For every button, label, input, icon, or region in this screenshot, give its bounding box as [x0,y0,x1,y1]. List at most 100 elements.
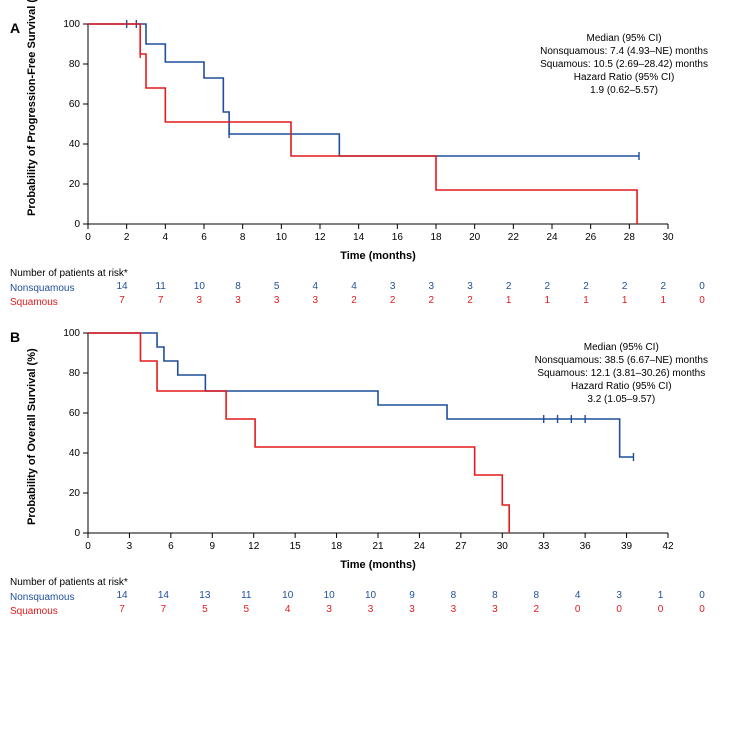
risk-cell: 5 [267,281,287,292]
svg-text:6: 6 [168,541,174,552]
svg-text:100: 100 [63,20,80,30]
svg-text:12: 12 [248,541,260,552]
risk-cell: 0 [692,295,712,306]
svg-text:18: 18 [430,232,442,243]
risk-cell: 8 [485,590,505,601]
risk-cell: 1 [653,295,673,306]
risk-cell: 1 [651,590,671,601]
svg-text:15: 15 [290,541,302,552]
svg-text:16: 16 [392,232,404,243]
svg-text:27: 27 [455,541,467,552]
risk-cell: 3 [383,281,403,292]
risk-cell: 1 [499,295,519,306]
risk-cell: 4 [305,281,325,292]
svg-text:3: 3 [127,541,133,552]
risk-cell: 7 [112,295,132,306]
svg-text:14: 14 [353,232,365,243]
stat-block: Median (95% CI) Nonsquamous: 7.4 (4.93–N… [540,32,708,97]
y-axis-label: Probability of Overall Survival (%) [26,348,38,525]
svg-text:21: 21 [372,541,384,552]
risk-cell: 14 [153,590,173,601]
svg-text:39: 39 [621,541,633,552]
svg-text:6: 6 [201,232,207,243]
risk-cell: 0 [609,604,629,615]
risk-cell: 4 [568,590,588,601]
risk-cell: 2 [499,281,519,292]
risk-label: Nonsquamous [10,592,92,603]
hr-value: 1.9 (0.62–5.57) [540,84,708,97]
svg-text:30: 30 [662,232,674,243]
svg-text:100: 100 [63,329,80,339]
stat-nonsquamous: Nonsquamous: 38.5 (6.67–NE) months [535,354,708,367]
stat-nonsquamous: Nonsquamous: 7.4 (4.93–NE) months [540,45,708,58]
risk-cell: 8 [443,590,463,601]
series-squamous [88,333,509,533]
svg-text:28: 28 [624,232,636,243]
svg-text:24: 24 [546,232,558,243]
svg-text:60: 60 [69,99,81,110]
svg-text:60: 60 [69,408,81,419]
hr-value: 3.2 (1.05–9.57) [535,393,708,406]
risk-cell: 10 [319,590,339,601]
svg-text:0: 0 [74,219,80,230]
svg-text:20: 20 [69,488,81,499]
svg-text:0: 0 [85,541,91,552]
risk-cell: 3 [361,604,381,615]
stat-squamous: Squamous: 12.1 (3.81–30.26) months [535,367,708,380]
risk-cell: 1 [615,295,635,306]
risk-cell: 13 [195,590,215,601]
risk-cell: 14 [112,590,132,601]
svg-text:24: 24 [414,541,426,552]
risk-cell: 4 [278,604,298,615]
risk-cell: 7 [151,295,171,306]
svg-text:0: 0 [74,528,80,539]
risk-row-nonsquamous: Nonsquamous 1414131110101098884310 [10,590,728,604]
risk-cell: 10 [189,281,209,292]
risk-cell: 9 [402,590,422,601]
svg-text:12: 12 [314,232,326,243]
risk-label: Nonsquamous [10,283,92,294]
risk-title: Number of patients at risk* [10,577,728,588]
risk-cell: 1 [576,295,596,306]
risk-cell: 2 [460,295,480,306]
risk-cell: 2 [615,281,635,292]
risk-cell: 0 [568,604,588,615]
median-title: Median (95% CI) [540,32,708,45]
risk-row-nonsquamous: Nonsquamous 1411108544333222220 [10,281,728,295]
risk-cell: 3 [228,295,248,306]
panel-A: A Probability of Progression-Free Surviv… [10,20,728,309]
risk-label: Squamous [10,606,92,617]
risk-cell: 7 [112,604,132,615]
svg-text:33: 33 [538,541,550,552]
risk-cell: 2 [526,604,546,615]
risk-cell: 3 [402,604,422,615]
stat-squamous: Squamous: 10.5 (2.69–28.42) months [540,58,708,71]
risk-cell: 3 [609,590,629,601]
risk-cell: 3 [267,295,287,306]
median-title: Median (95% CI) [535,341,708,354]
risk-cell: 8 [228,281,248,292]
risk-cell: 3 [305,295,325,306]
risk-label: Squamous [10,297,92,308]
svg-text:80: 80 [69,368,81,379]
risk-cell: 0 [651,604,671,615]
x-axis-label: Time (months) [88,250,668,262]
risk-cell: 11 [236,590,256,601]
risk-cell: 1 [537,295,557,306]
y-axis-label: Probability of Progression-Free Survival… [26,0,38,216]
risk-title: Number of patients at risk* [10,268,728,279]
risk-cell: 3 [189,295,209,306]
svg-text:18: 18 [331,541,343,552]
stat-block: Median (95% CI) Nonsquamous: 38.5 (6.67–… [535,341,708,406]
risk-cell: 3 [319,604,339,615]
risk-row-squamous: Squamous 775543333320000 [10,604,728,618]
svg-text:42: 42 [662,541,674,552]
svg-text:30: 30 [497,541,509,552]
svg-text:4: 4 [163,232,169,243]
svg-text:0: 0 [85,232,91,243]
svg-text:20: 20 [469,232,481,243]
risk-row-squamous: Squamous 7733332222111110 [10,295,728,309]
panel-label: B [10,329,20,345]
risk-cell: 11 [151,281,171,292]
risk-cell: 7 [153,604,173,615]
